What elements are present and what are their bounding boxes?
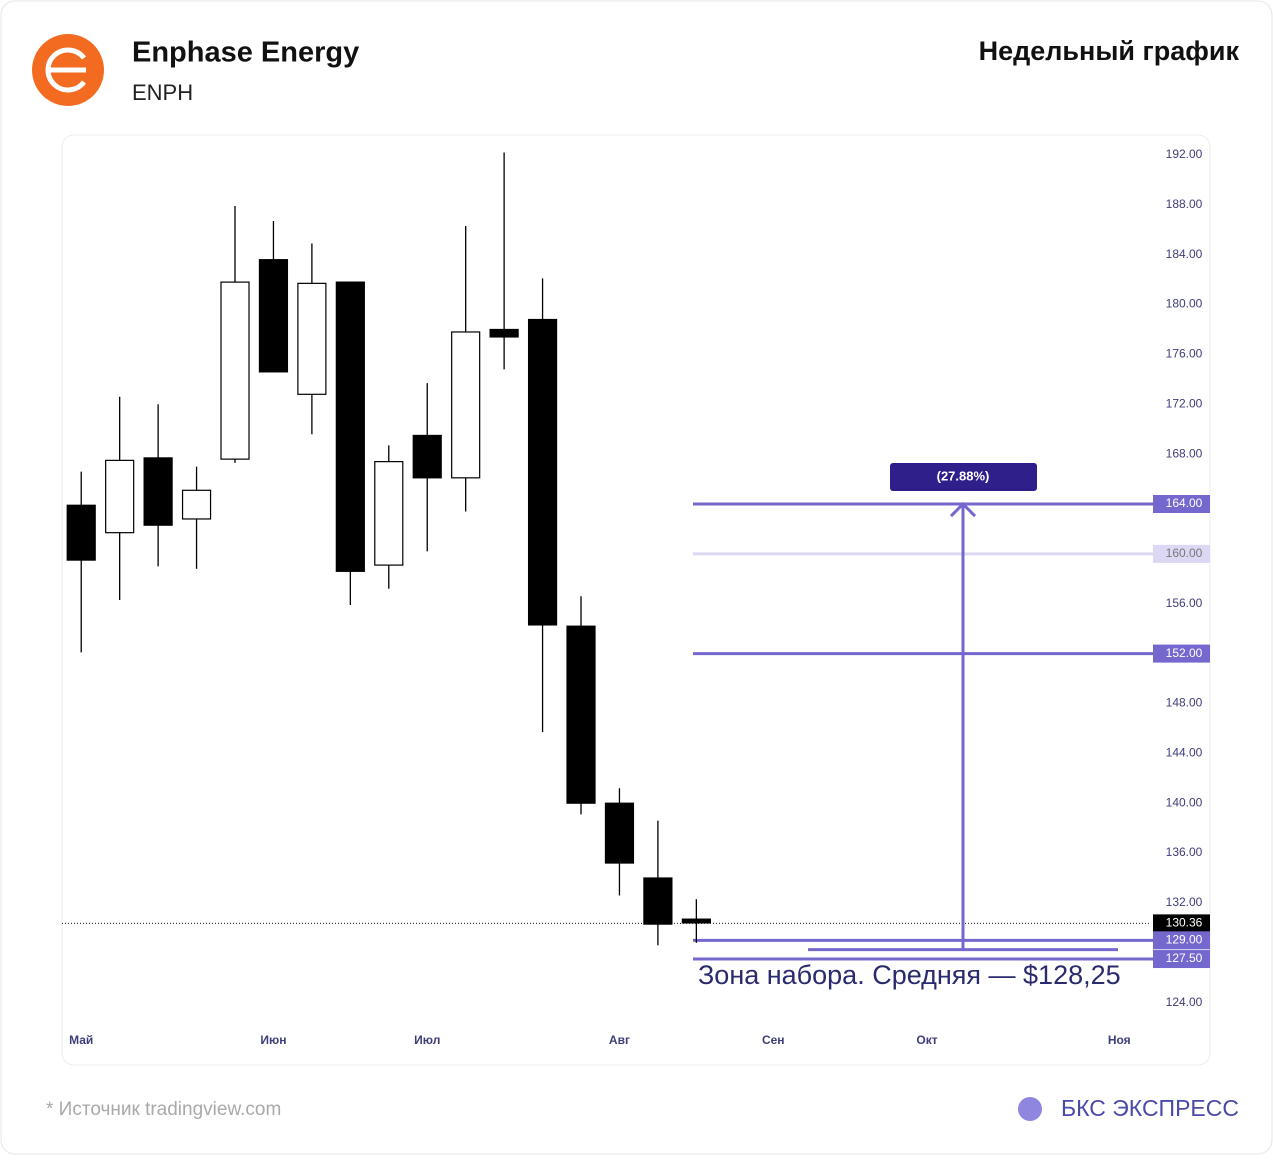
x-tick-label: Июн [260, 1033, 286, 1047]
candle-body [566, 625, 596, 804]
y-tick-label: 168.00 [1166, 446, 1203, 460]
candle-body [451, 331, 481, 479]
company-name: Enphase Energy [132, 37, 359, 69]
x-tick-label: Сен [762, 1033, 785, 1047]
x-tick-label: Май [69, 1033, 93, 1047]
candle-body [412, 434, 442, 479]
candle-body [681, 918, 711, 924]
candle-body [489, 328, 519, 338]
y-tick-label: 188.00 [1166, 197, 1203, 211]
candle-body [181, 489, 212, 520]
y-tick-label: 180.00 [1166, 297, 1203, 311]
brand-logo [1018, 1097, 1042, 1121]
last-price-label: 130.36 [1166, 916, 1203, 930]
candle-body [643, 877, 673, 925]
candle-body [335, 281, 365, 572]
y-tick-label: 184.00 [1166, 247, 1203, 261]
candle-body [604, 802, 635, 864]
level-label: 127.50 [1166, 951, 1203, 965]
source: * Источник tradingview.com [46, 1099, 281, 1120]
candle-body [220, 281, 250, 460]
x-tick-label: Июл [414, 1033, 440, 1047]
chart-panel [61, 134, 1211, 1066]
level-box [1153, 931, 1210, 950]
last-price-box [1153, 914, 1210, 933]
level-label: 152.00 [1166, 646, 1203, 660]
measure-box [890, 463, 1037, 492]
annotation: Зона набора. Средняя — $128,25 [698, 960, 1121, 990]
y-tick-label: 132.00 [1166, 895, 1203, 909]
level-label: 160.00 [1166, 546, 1203, 560]
x-tick-label: Авг [609, 1033, 630, 1047]
candle-body [143, 457, 173, 526]
candle-body [258, 259, 289, 373]
x-tick-label: Окт [916, 1033, 937, 1047]
ticker: ENPH [132, 80, 193, 105]
candle-body [105, 459, 135, 534]
y-tick-label: 176.00 [1166, 347, 1203, 361]
y-tick-label: 140.00 [1166, 795, 1203, 809]
subtitle: Недельный график [979, 36, 1240, 66]
candle-body [374, 461, 404, 566]
y-tick-label: 156.00 [1166, 596, 1203, 610]
logo-mark [45, 47, 86, 93]
y-tick-label: 172.00 [1166, 396, 1203, 410]
y-tick-label: 144.00 [1166, 746, 1203, 760]
y-tick-label: 148.00 [1166, 696, 1203, 710]
level-box [1153, 644, 1210, 663]
x-tick-label: Ноя [1108, 1033, 1131, 1047]
measure-label: (27.88%) [937, 468, 990, 483]
arrow-head [949, 501, 977, 518]
candle-body [66, 504, 96, 561]
y-tick-label: 124.00 [1166, 995, 1203, 1009]
level-box [1153, 544, 1210, 563]
y-tick-label: 136.00 [1166, 845, 1203, 859]
y-tick-label: 192.00 [1166, 147, 1203, 161]
candle-body [297, 282, 327, 395]
brand: БКС ЭКСПРЕСС [1061, 1095, 1239, 1121]
level-box [1153, 950, 1210, 969]
candle-body [527, 318, 558, 626]
level-label: 164.00 [1166, 496, 1203, 510]
level-box [1153, 495, 1210, 514]
level-label: 129.00 [1166, 933, 1203, 947]
